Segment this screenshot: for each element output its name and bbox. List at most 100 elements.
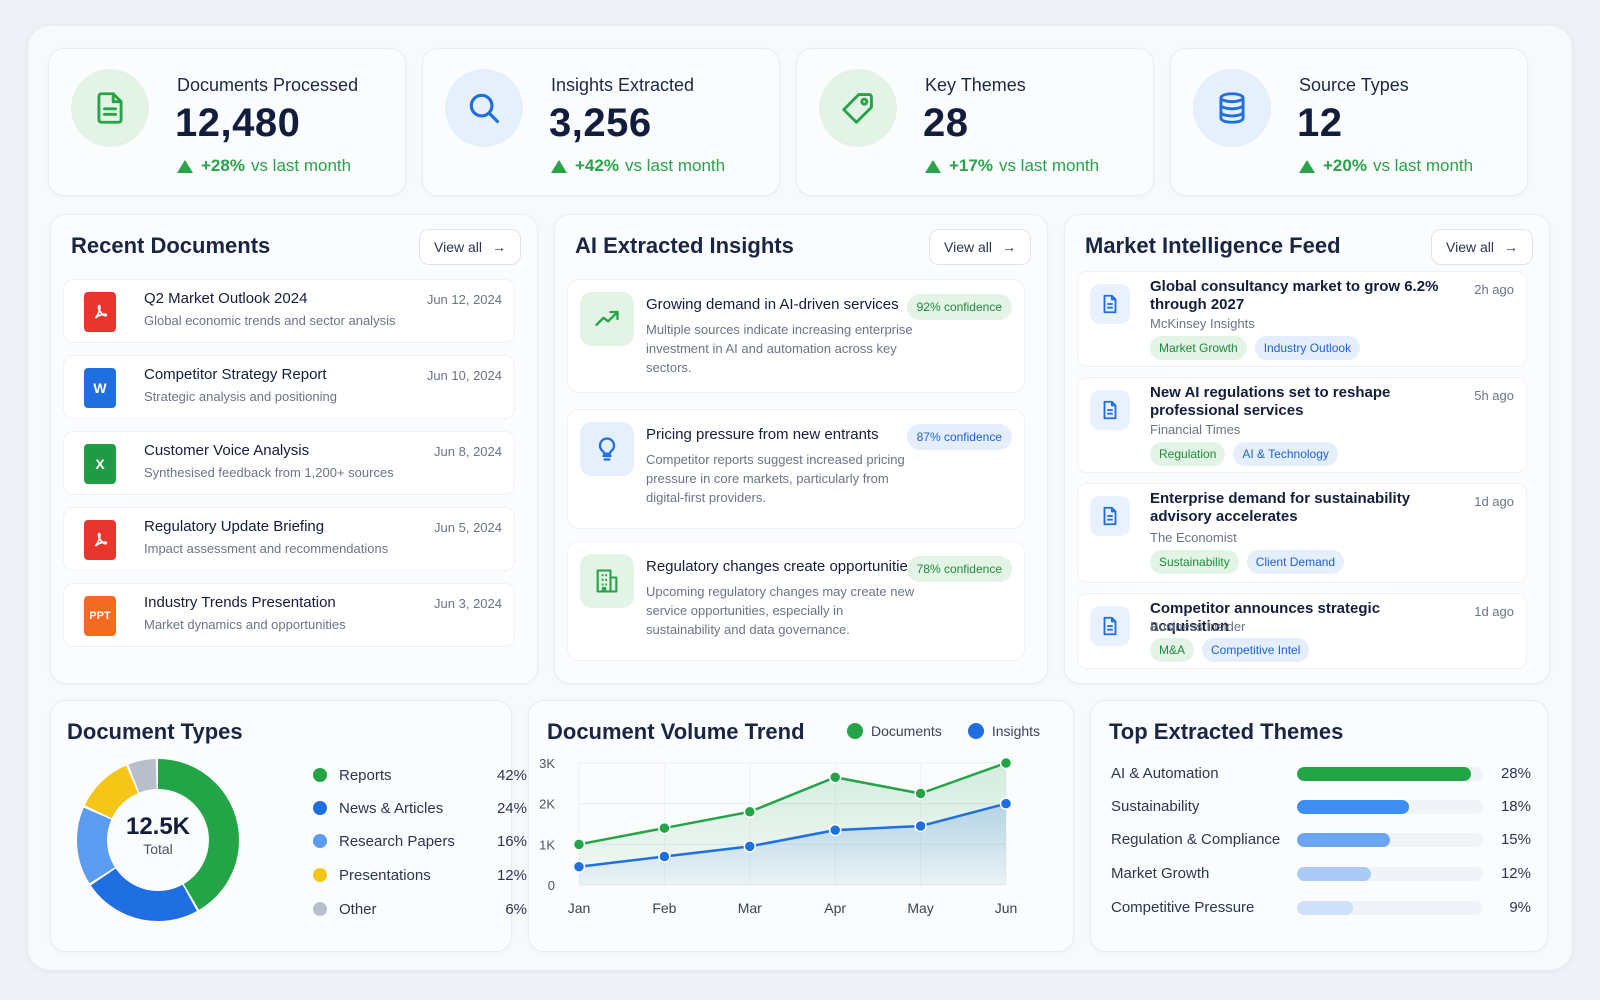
legend-row: Other 6%	[313, 899, 527, 919]
view-all-button[interactable]: View all →	[419, 229, 521, 265]
document-subtitle: Market dynamics and opportunities	[144, 617, 346, 632]
pdf-file-icon	[84, 520, 116, 560]
kpi-title: Documents Processed	[177, 75, 359, 95]
document-row[interactable]: Regulatory Update Briefing Impact assess…	[63, 507, 515, 571]
arrow-right-icon: →	[1504, 239, 1518, 255]
insight-title: Pricing pressure from new entrants	[646, 426, 879, 443]
kpi-card-sources: Source Types 12 +20% vs last month	[1170, 48, 1528, 196]
theme-row: Competitive Pressure 9%	[1111, 899, 1531, 919]
theme-pct: 9%	[1509, 899, 1531, 916]
document-row[interactable]: Q2 Market Outlook 2024 Global economic t…	[63, 279, 515, 343]
theme-label: AI & Automation	[1111, 765, 1219, 782]
theme-row: AI & Automation 28%	[1111, 765, 1531, 785]
x-tick-label: May	[907, 900, 933, 916]
confidence-badge: 78% confidence	[906, 556, 1012, 582]
legend-pct: 24%	[496, 799, 527, 817]
theme-pct: 15%	[1500, 831, 1531, 848]
kpi-change-label: vs last month	[624, 156, 726, 175]
tag-badge[interactable]: M&A	[1150, 638, 1195, 662]
kpi-change-pct: +17%	[949, 156, 993, 175]
donut-chart	[77, 759, 239, 921]
legend-swatch	[313, 768, 327, 782]
article-icon	[1090, 390, 1130, 430]
kpi-value: 28	[923, 101, 969, 145]
panel-title: Recent Documents	[71, 233, 271, 258]
tag-badge[interactable]: Regulation	[1150, 442, 1226, 466]
document-title: Customer Voice Analysis	[144, 442, 310, 459]
up-arrow-icon	[177, 159, 193, 173]
document-row[interactable]: X Customer Voice Analysis Synthesised fe…	[63, 431, 515, 495]
tag-badge[interactable]: Sustainability	[1150, 550, 1239, 574]
donut-slice-reports	[77, 759, 239, 921]
donut-center-value: 12.5K	[125, 813, 191, 840]
data-point-insights	[658, 850, 671, 863]
insight-description: Upcoming regulatory changes may create n…	[646, 584, 915, 637]
legend-label: Reports	[339, 766, 392, 784]
legend-swatch	[313, 868, 327, 882]
y-tick-label: 0	[548, 878, 555, 893]
legend-label: Documents	[871, 723, 942, 739]
article-icon	[1090, 496, 1130, 536]
document-date: Jun 10, 2024	[426, 368, 502, 383]
tag-icon	[819, 69, 897, 147]
theme-row: Market Growth 12%	[1111, 865, 1531, 885]
feed-tags: Sustainability Client Demand	[1150, 550, 1345, 574]
tag-badge[interactable]: Client Demand	[1246, 550, 1345, 574]
data-point-documents	[743, 805, 757, 819]
legend-pct: 12%	[496, 866, 527, 884]
document-title: Regulatory Update Briefing	[144, 518, 325, 535]
theme-label: Competitive Pressure	[1111, 899, 1255, 916]
document-subtitle: Strategic analysis and positioning	[144, 389, 337, 404]
panel-title: Document Volume Trend	[547, 719, 805, 744]
insight-card[interactable]: Growing demand in AI-driven services Mul…	[567, 279, 1025, 393]
tag-badge[interactable]: Industry Outlook	[1254, 336, 1361, 360]
view-all-button[interactable]: View all →	[929, 229, 1031, 265]
volume-trend-panel: Document Volume Trend Documents Insights…	[528, 700, 1074, 952]
document-subtitle: Synthesised feedback from 1,200+ sources	[144, 465, 394, 480]
kpi-change-pct: +42%	[575, 156, 619, 175]
document-title: Q2 Market Outlook 2024	[144, 290, 308, 307]
insight-card[interactable]: Pricing pressure from new entrants Compe…	[567, 409, 1025, 529]
line-chart: 0 1K 2K 3K Jan Feb Mar Apr May Jun	[539, 756, 1018, 916]
area-insights	[579, 803, 1006, 885]
insight-card[interactable]: Regulatory changes create opportunities …	[567, 541, 1025, 661]
pdf-file-icon	[84, 292, 116, 332]
legend-row: News & Articles 24%	[313, 798, 527, 818]
kpi-change-label: vs last month	[1372, 156, 1474, 175]
document-title: Industry Trends Presentation	[144, 594, 336, 611]
document-title: Competitor Strategy Report	[144, 366, 327, 383]
legend-row: Presentations 12%	[313, 865, 527, 885]
legend-swatch	[313, 834, 327, 848]
legend-swatch	[313, 902, 327, 916]
feed-item[interactable]: New AI regulations set to reshape profes…	[1077, 377, 1527, 473]
theme-bar	[1297, 833, 1390, 847]
tag-badge[interactable]: AI & Technology	[1233, 442, 1338, 466]
document-row[interactable]: PPT Industry Trends Presentation Market …	[63, 583, 515, 647]
feed-title: New AI regulations set to reshape profes…	[1150, 384, 1391, 419]
view-all-label: View all	[1446, 239, 1494, 255]
feed-title: Enterprise demand for sustainability adv…	[1150, 490, 1411, 525]
x-tick-label: Feb	[652, 900, 676, 916]
document-row[interactable]: W Competitor Strategy Report Strategic a…	[63, 355, 515, 419]
feed-source: McKinsey Insights	[1150, 316, 1255, 331]
theme-pct: 18%	[1500, 798, 1531, 815]
kpi-value: 3,256	[549, 101, 652, 145]
legend-swatch	[847, 723, 863, 739]
kpi-title: Key Themes	[925, 75, 1026, 95]
theme-row: Regulation & Compliance 15%	[1111, 831, 1531, 851]
view-all-button[interactable]: View all →	[1431, 229, 1533, 265]
feed-item[interactable]: Enterprise demand for sustainability adv…	[1077, 483, 1527, 583]
document-date: Jun 12, 2024	[426, 292, 502, 307]
y-tick-label: 2K	[539, 797, 555, 812]
chart-legend: Documents Insights	[847, 723, 1040, 739]
tag-badge[interactable]: Competitive Intel	[1202, 638, 1310, 662]
feed-time: 2h ago	[1474, 282, 1514, 297]
theme-label: Sustainability	[1111, 798, 1200, 815]
up-arrow-icon	[551, 159, 567, 173]
feed-item[interactable]: Competitor announces strategic acquisiti…	[1077, 593, 1527, 669]
feed-item[interactable]: Global consultancy market to grow 6.2% t…	[1077, 271, 1527, 367]
x-tick-label: Jun	[995, 900, 1018, 916]
tag-badge[interactable]: Market Growth	[1150, 336, 1247, 360]
data-point-insights	[999, 797, 1013, 810]
feed-tags: Market Growth Industry Outlook	[1150, 336, 1361, 360]
